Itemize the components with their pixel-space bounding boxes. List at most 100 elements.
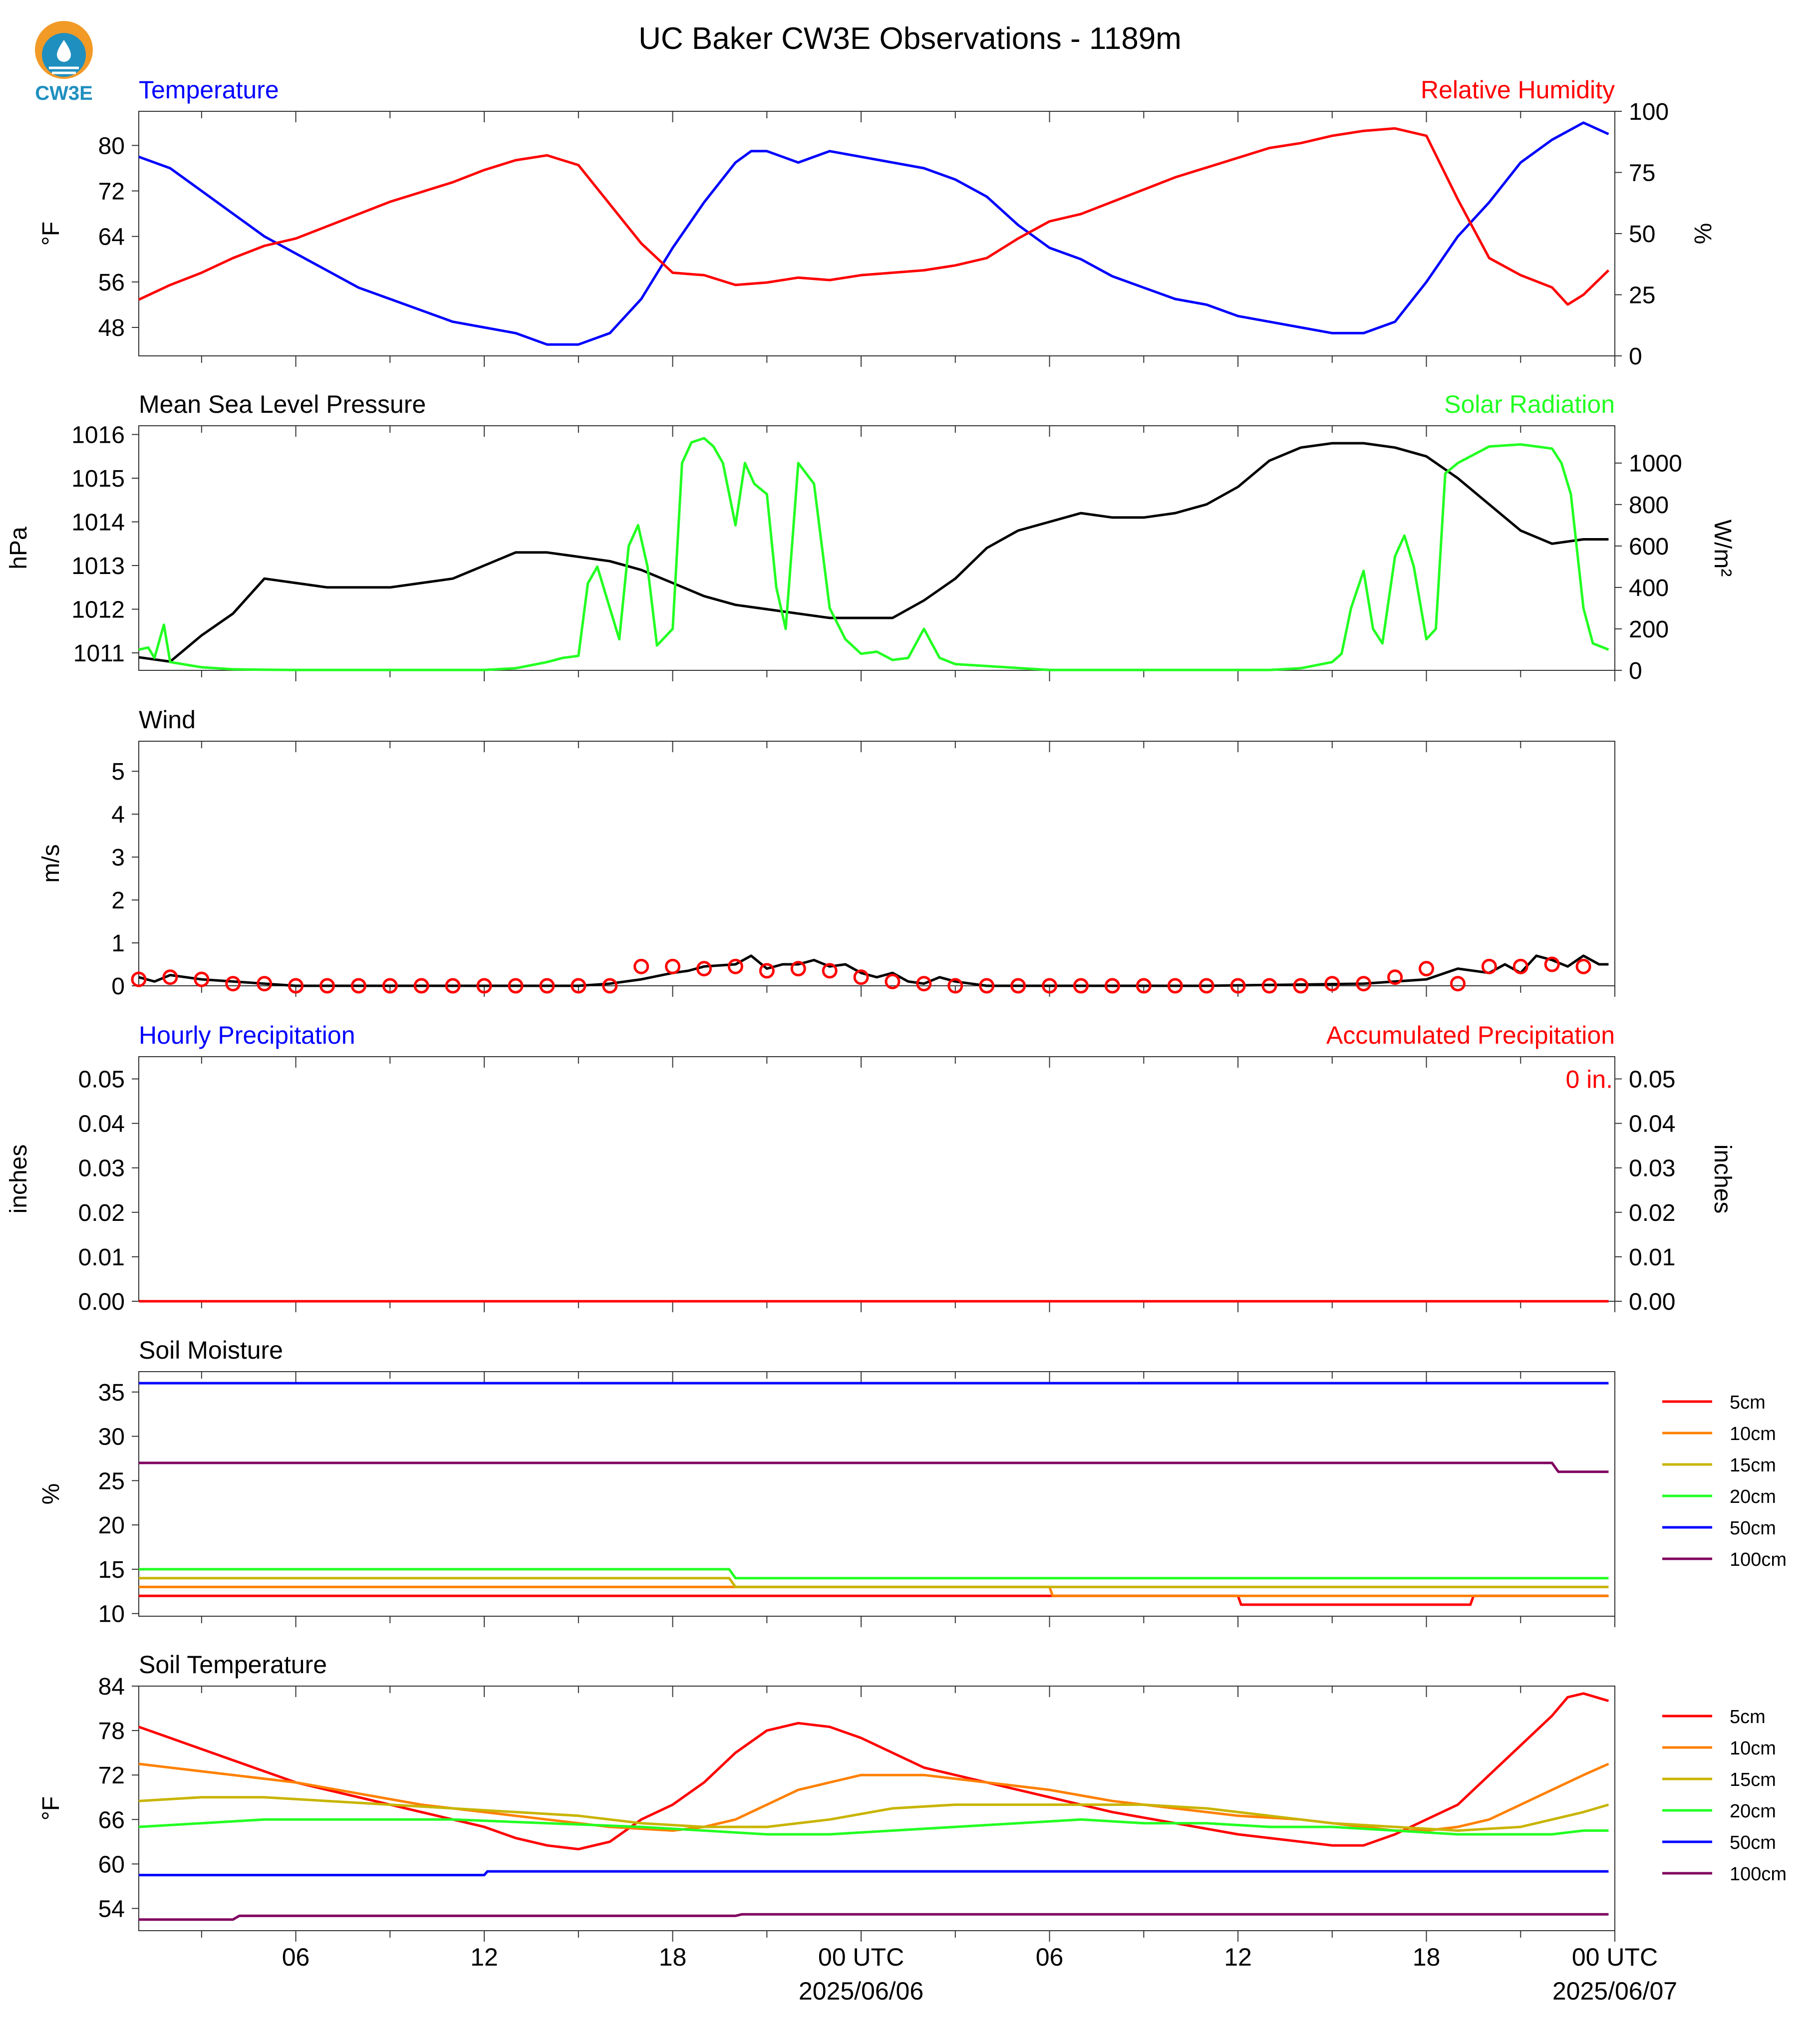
series-line-relative-humidity [138, 127, 1610, 306]
y-tick-label: 64 [98, 224, 125, 251]
y-right-tick-label: 0.04 [1629, 1111, 1675, 1138]
plot-frame [138, 111, 1615, 356]
legend-label: 100cm [1730, 1864, 1787, 1885]
y-tick-label: 30 [98, 1424, 125, 1450]
wind-marker [1356, 976, 1372, 992]
series-line-100cm [139, 1913, 1609, 1921]
y-tick-label: 0.04 [78, 1111, 125, 1138]
series-line-20cm [139, 1568, 1609, 1580]
series-line-20cm [138, 1818, 1609, 1836]
date-label: 2025/06/07 [1552, 1977, 1677, 2005]
wind-marker [319, 978, 335, 994]
y-right-tick-label: 0.01 [1629, 1244, 1675, 1271]
panel-title-left: Soil Temperature [139, 1651, 327, 1679]
y-right-tick-label: 75 [1629, 160, 1655, 187]
panel-6: Soil Temperature 54 60 66 72 78 84 °F 5cm 10cm 15c… [38, 1651, 1787, 1942]
y-tick-label: 60 [98, 1851, 125, 1878]
series-line-50cm [139, 1870, 1609, 1877]
y-tick-label: 10 [98, 1601, 125, 1628]
y-tick-label: 15 [98, 1557, 125, 1583]
wind-marker [1575, 958, 1591, 974]
y-right-tick-label: 100 [1629, 99, 1669, 125]
wind-marker [1010, 978, 1026, 994]
x-tick-label: 12 [470, 1943, 498, 1971]
y-right-tick-label: 25 [1629, 283, 1655, 309]
wind-marker [1104, 978, 1120, 994]
series-line-wind [138, 954, 1609, 987]
wind-marker [790, 961, 806, 977]
y-tick-label: 72 [98, 1762, 125, 1789]
wind-marker [853, 969, 869, 985]
wind-marker [822, 963, 838, 979]
wind-marker [225, 976, 241, 992]
wind-marker [885, 973, 901, 989]
wind-marker [759, 963, 775, 979]
y-tick-label: 25 [98, 1468, 125, 1494]
figure-title: UC Baker CW3E Observations - 1189m [638, 21, 1182, 56]
wind-marker [162, 969, 178, 985]
y-tick-label: 20 [98, 1512, 125, 1539]
panel-title-left: Wind [139, 706, 196, 734]
y-tick-label: 35 [98, 1380, 125, 1406]
y-tick-label: 4 [111, 802, 125, 828]
y-right-tick-label: 200 [1629, 616, 1669, 643]
wind-marker [1293, 978, 1309, 994]
y-tick-label: 0 [111, 973, 125, 1000]
series-line-15cm [139, 1577, 1609, 1588]
panel-2: Mean Sea Level Pressure Solar Radiation 10… [5, 390, 1736, 684]
logo-mark-icon: CW3E [35, 21, 93, 104]
wind-marker [1199, 978, 1214, 994]
panel-title-right: Relative Humidity [1421, 76, 1615, 104]
wind-marker [571, 978, 587, 994]
wind-marker [131, 971, 147, 987]
series-line-mean-sea-level-pressure [138, 442, 1609, 663]
legend-label: 15cm [1730, 1769, 1776, 1790]
x-tick-label: 00 UTC [818, 1943, 904, 1971]
y-right-tick-label: 0.02 [1629, 1200, 1675, 1226]
wind-marker [350, 978, 366, 994]
y-tick-label: 80 [98, 133, 125, 159]
panel-1: Temperature Relative Humidity 48 56 64 72 80 °F… [38, 76, 1716, 370]
plot-frame [138, 425, 1615, 671]
y-right-tick-label: 0 [1629, 658, 1642, 684]
y-tick-label: 78 [98, 1718, 125, 1744]
wind-marker [476, 978, 492, 994]
plot-frame [138, 1371, 1615, 1617]
y-tick-label: 1015 [71, 466, 125, 492]
wind-marker [539, 978, 555, 994]
y-axis-label: % [38, 1483, 64, 1505]
y-right-tick-label: 0 [1629, 343, 1642, 370]
y-tick-label: 0.00 [78, 1289, 125, 1315]
x-tick-label: 18 [1413, 1943, 1441, 1971]
panel-title-right: Accumulated Precipitation [1326, 1021, 1615, 1049]
y-tick-label: 3 [111, 845, 125, 871]
y-right-tick-label: 400 [1629, 575, 1669, 601]
y-tick-label: 54 [98, 1896, 125, 1922]
wind-marker [1544, 956, 1560, 972]
y-tick-label: 56 [98, 270, 125, 296]
y-right-tick-label: 1000 [1629, 451, 1682, 477]
date-label: 2025/06/06 [799, 1977, 923, 2005]
wind-marker [1387, 969, 1403, 985]
wind-marker [508, 978, 524, 994]
wind-marker [194, 971, 210, 987]
legend-label: 10cm [1730, 1424, 1776, 1445]
wind-marker [288, 978, 304, 994]
series-line-solar-radiation [138, 437, 1609, 671]
legend-label: 50cm [1730, 1518, 1776, 1539]
wind-marker [602, 978, 618, 994]
y-tick-label: 1013 [71, 553, 125, 579]
series-line-5cm [138, 1692, 1609, 1851]
y-axis-label: hPa [5, 527, 32, 570]
x-tick-label: 12 [1224, 1943, 1252, 1971]
y-tick-label: 1016 [71, 422, 125, 449]
y-tick-label: 66 [98, 1807, 125, 1833]
wind-marker [1481, 958, 1497, 974]
y-tick-label: 5 [111, 759, 125, 785]
accum-total-label: 0 in. [1565, 1066, 1613, 1094]
y-right-tick-label: 800 [1629, 492, 1669, 519]
y-tick-label: 0.05 [78, 1067, 125, 1093]
wind-marker [1450, 976, 1466, 992]
y-tick-label: 1012 [71, 597, 125, 623]
